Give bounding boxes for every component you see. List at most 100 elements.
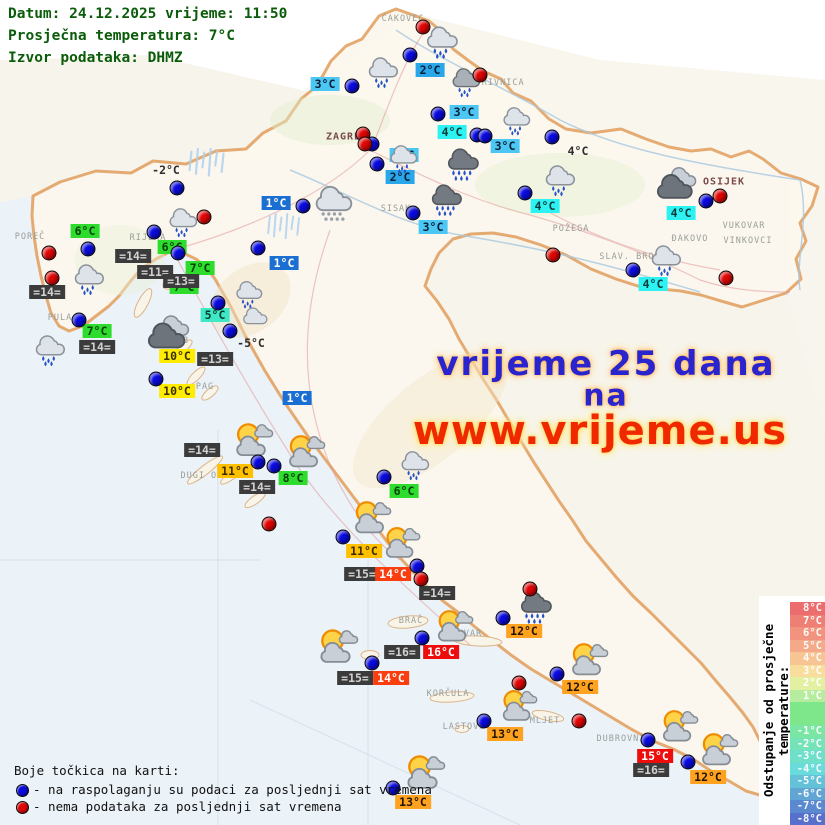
station-dot-available (71, 312, 87, 328)
serbia-area (786, 187, 825, 430)
city-label: PULA (47, 313, 73, 323)
station-dot-missing (44, 270, 60, 286)
temperature-label: 6°C (70, 224, 100, 238)
scale-cell: 7°C (790, 614, 825, 627)
temperature-label: 4°C (530, 199, 560, 213)
station-dot-available (698, 193, 714, 209)
station-dot-missing (261, 516, 277, 532)
station-dot-available (169, 180, 185, 196)
scale-cell: 5°C (790, 639, 825, 652)
station-dot-available (476, 713, 492, 729)
temperature-deviation-scale: Odstupanje od prosječne temperature: 8°C… (759, 596, 825, 825)
temperature-label: 3°C (449, 105, 479, 119)
temperature-label: 4°C (567, 144, 589, 158)
city-label: BRAČ (398, 616, 424, 626)
temperature-label: 7°C (185, 261, 215, 275)
temperature-label: 13°C (395, 795, 431, 809)
scale-cell: 6°C (790, 627, 825, 640)
temperature-label: 4°C (437, 125, 467, 139)
sensor-value-label: =14= (184, 443, 220, 457)
station-dot-missing (472, 67, 488, 83)
city-label: DUBROVNIK (596, 734, 652, 744)
city-label: PAG (195, 382, 215, 392)
temperature-label: 12°C (562, 680, 598, 694)
city-label: POREČ (14, 232, 46, 242)
city-label: OSIJEK (702, 176, 746, 188)
sensor-value-label: =13= (163, 274, 199, 288)
station-dot-available (402, 47, 418, 63)
station-dot-missing (545, 247, 561, 263)
station-dot-available (376, 469, 392, 485)
city-label: RIJEKA (129, 233, 167, 243)
temperature-label: 13°C (487, 727, 523, 741)
station-dot-available (495, 610, 511, 626)
temperature-label: -2°C (152, 163, 180, 177)
city-label: ĐAKOVO (671, 234, 709, 244)
city-label: MLJET (529, 716, 561, 726)
station-dot-available (369, 156, 385, 172)
city-label: SISAK (380, 204, 412, 214)
station-dot-available (80, 241, 96, 257)
station-dot-available (625, 262, 641, 278)
sensor-value-label: =14= (115, 249, 151, 263)
city-label: VUKOVAR (722, 221, 766, 231)
slovenia-area (0, 55, 310, 202)
temperature-label: 2°C (385, 170, 415, 184)
city-label: DUGI OTOK (180, 471, 236, 481)
station-dot-available (549, 666, 565, 682)
bosnia-area (425, 233, 825, 800)
sensor-value-label: =14= (29, 285, 65, 299)
station-dot-available (477, 128, 493, 144)
croatia-border (30, 7, 820, 798)
temperature-label: 3°C (418, 220, 448, 234)
city-label: HVAR (457, 629, 483, 639)
temperature-label: 1°C (282, 391, 312, 405)
station-dot-available (344, 78, 360, 94)
scale-cell: -8°C (790, 812, 825, 825)
station-dot-available (210, 295, 226, 311)
scale-cells: 8°C 7°C 6°C 5°C 4°C 3°C 2°C 1°C -1°C -2°C -3°C -4°C… (790, 602, 825, 825)
station-dot-missing (571, 713, 587, 729)
temperature-label: 7°C (82, 324, 112, 338)
city-label: ČAKOVEC (381, 14, 425, 24)
temperature-label: 14°C (375, 567, 411, 581)
city-label: KORČULA (426, 689, 470, 699)
temperature-label: 4°C (638, 277, 668, 291)
scale-cell: -5°C (790, 775, 825, 788)
station-dot-available (335, 529, 351, 545)
station-dot-available (250, 240, 266, 256)
station-dot-available (385, 780, 401, 796)
sensor-value-label: =15= (337, 671, 373, 685)
scale-cell: -6°C (790, 787, 825, 800)
station-dot-available (430, 106, 446, 122)
temperature-label: 3°C (310, 77, 340, 91)
station-dot-available (222, 323, 238, 339)
temperature-label: 14°C (373, 671, 409, 685)
sensor-value-label: =14= (239, 480, 275, 494)
temperature-label: 3°C (490, 139, 520, 153)
station-dot-missing (413, 571, 429, 587)
temperature-label: 16°C (423, 645, 459, 659)
scale-cell: -1°C (790, 725, 825, 738)
temperature-label: 12°C (690, 770, 726, 784)
scale-cell (790, 702, 825, 725)
scale-cell: 8°C (790, 602, 825, 615)
station-dot-missing (41, 245, 57, 261)
station-dot-available (517, 185, 533, 201)
temperature-label: 8°C (278, 471, 308, 485)
city-label: VINKOVCI (723, 236, 773, 246)
scale-cell: -2°C (790, 737, 825, 750)
station-dot-available (544, 129, 560, 145)
temperature-label: 6°C (389, 484, 419, 498)
temperature-label: 2°C (415, 63, 445, 77)
station-dot-missing (511, 675, 527, 691)
scale-cell: 3°C (790, 664, 825, 677)
station-dot-available (414, 630, 430, 646)
city-label: POŽEGA (552, 224, 590, 234)
rivers (289, 29, 805, 293)
scale-title: Odstupanje od prosječne temperature: (761, 623, 791, 798)
